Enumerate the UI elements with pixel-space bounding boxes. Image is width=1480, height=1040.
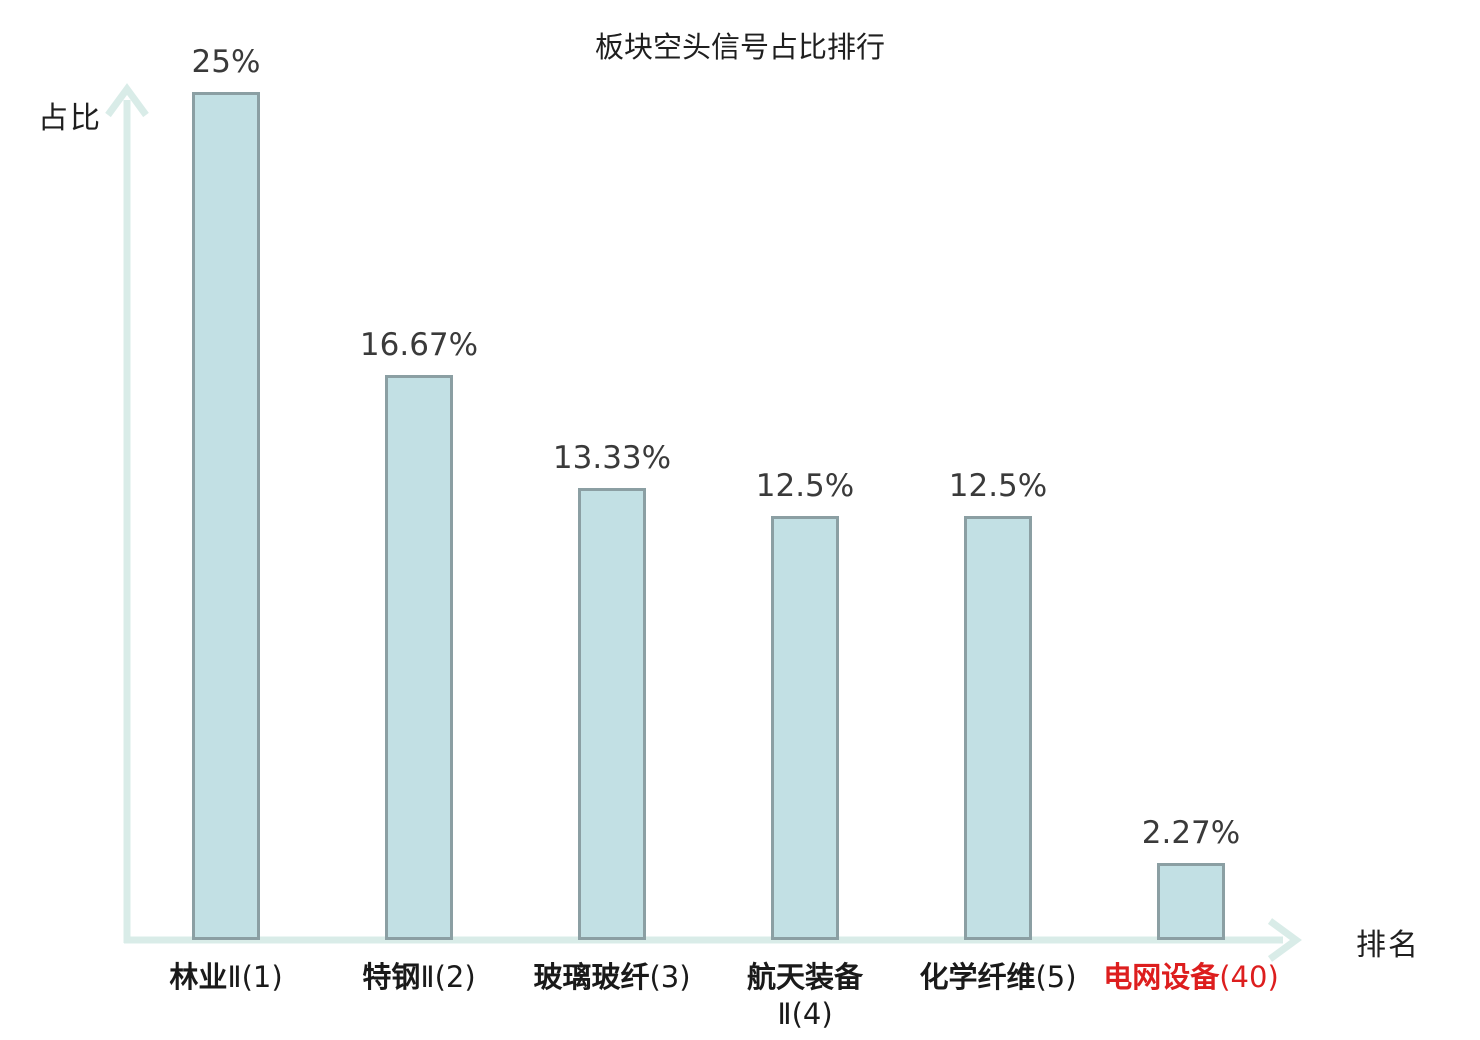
category-name: 航天装备 — [746, 960, 864, 994]
category-rank: Ⅱ(1) — [227, 960, 283, 994]
x-axis-arrow-icon — [1267, 918, 1302, 962]
bar-value-label: 16.67% — [359, 326, 479, 363]
category-name: 玻璃玻纤 — [533, 960, 650, 994]
bar-value-label: 13.33% — [552, 439, 672, 476]
y-axis-arrow-icon — [105, 83, 149, 118]
category-rank: (40) — [1219, 960, 1279, 994]
category-rank: Ⅱ(4) — [777, 997, 833, 1032]
bar-value-label: 12.5% — [948, 467, 1048, 504]
x-category-label: 电网设备(40) — [1103, 959, 1279, 996]
category-name: 林业 — [169, 960, 228, 994]
category-name: 化学纤维 — [919, 960, 1036, 994]
chart-title: 板块空头信号占比排行 — [594, 30, 885, 64]
category-name: 特钢 — [362, 960, 421, 994]
category-rank: Ⅱ(2) — [420, 960, 476, 994]
category-rank: (3) — [649, 960, 691, 994]
x-category-label: 林业Ⅱ(1) — [169, 959, 282, 996]
bar — [771, 516, 839, 940]
bar-value-label: 12.5% — [755, 467, 855, 504]
bar — [192, 92, 260, 940]
category-name: 电网设备 — [1103, 960, 1220, 994]
category-rank: (5) — [1035, 960, 1077, 994]
bar — [964, 516, 1032, 940]
x-category-label: 航天装备 Ⅱ(4) — [747, 959, 863, 1033]
bar-value-label: 2.27% — [1141, 814, 1241, 851]
x-axis-title: 排名 — [1356, 928, 1420, 963]
bar — [578, 488, 646, 940]
x-category-label: 特钢Ⅱ(2) — [362, 959, 475, 996]
y-axis-title: 占比 — [38, 101, 102, 136]
bar — [385, 375, 453, 940]
x-category-label: 玻璃玻纤(3) — [533, 959, 690, 996]
x-category-label: 化学纤维(5) — [919, 959, 1076, 996]
bar-value-label: 25% — [191, 43, 261, 80]
bar — [1157, 863, 1225, 940]
